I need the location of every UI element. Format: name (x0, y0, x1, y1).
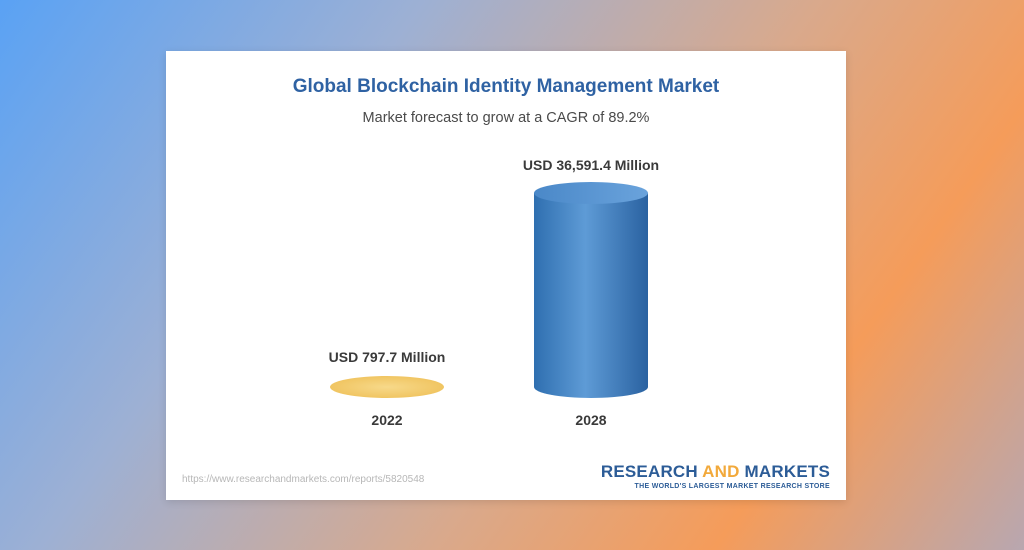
tick-label-2022: 2022 (371, 412, 402, 428)
value-label-2028: USD 36,591.4 Million (523, 157, 659, 173)
value-label-2022: USD 797.7 Million (329, 349, 446, 365)
bar-top-2028 (534, 182, 648, 204)
bar-2028 (534, 193, 648, 398)
brand-logo: RESEARCH AND MARKETS THE WORLD'S LARGEST… (601, 462, 830, 490)
chart-card: Global Blockchain Identity Management Ma… (166, 51, 846, 500)
brand-tagline: THE WORLD'S LARGEST MARKET RESEARCH STOR… (634, 483, 830, 490)
bar-2022 (330, 376, 444, 398)
brand-name: RESEARCH AND MARKETS (600, 462, 830, 481)
tick-label-2028: 2028 (575, 412, 606, 428)
chart-svg: USD 797.7 Million 2022 USD 36,591.4 Millio… (329, 157, 659, 428)
chart-subtitle: Market forecast to grow at a CAGR of 89.… (362, 110, 650, 126)
source-url[interactable]: https://www.researchandmarkets.com/repor… (182, 474, 425, 485)
chart-title: Global Blockchain Identity Management Ma… (292, 76, 720, 97)
